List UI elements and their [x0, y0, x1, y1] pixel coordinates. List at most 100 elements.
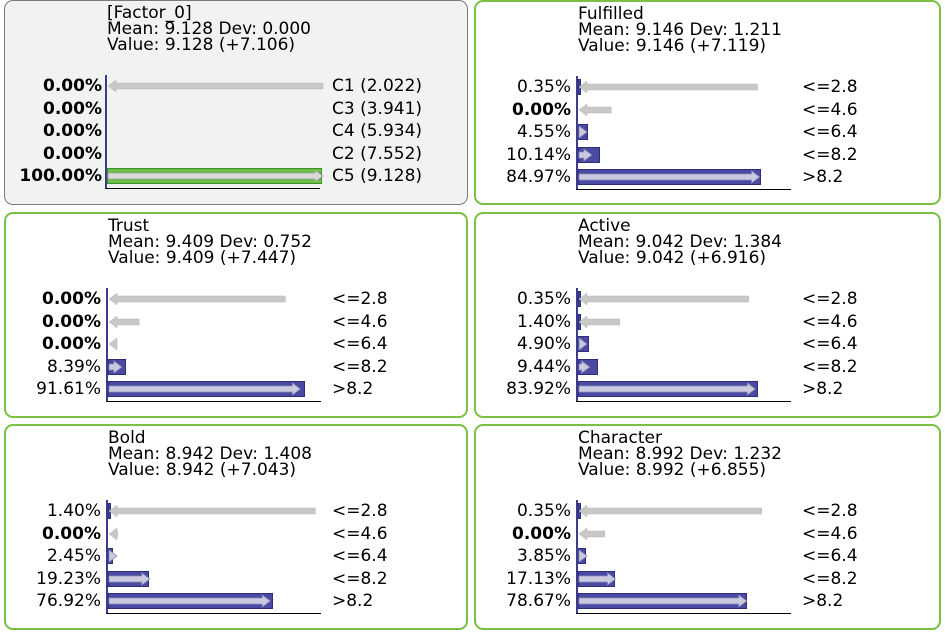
- state-label: <=2.8: [802, 501, 858, 521]
- arrow-shape: [108, 594, 271, 608]
- decrease-arrow-icon: [108, 315, 140, 328]
- state-probability: 0.00%: [42, 289, 101, 309]
- state-row[interactable]: 3.85% <=6.4: [476, 545, 939, 567]
- state-probability: 9.44%: [516, 356, 571, 377]
- state-probability: 17.13%: [506, 568, 571, 589]
- state-row[interactable]: 0.35% <=2.8: [476, 288, 939, 310]
- arrow-shape: [578, 125, 588, 139]
- increase-arrow-icon: [578, 571, 617, 586]
- arrow-shape: [578, 594, 748, 608]
- state-label: >8.2: [802, 591, 844, 611]
- state-label: <=6.4: [332, 334, 388, 354]
- state-label: <=6.4: [802, 122, 858, 142]
- node-fulfilled[interactable]: Fulfilled Mean: 9.146 Dev: 1.211 Value: 9.…: [474, 0, 941, 205]
- state-row[interactable]: 17.13% <=8.2: [476, 568, 939, 590]
- node-title-block: Character Mean: 8.992 Dev: 1.232 Value: 8.…: [578, 428, 782, 479]
- state-probability: 0.35%: [516, 77, 571, 97]
- state-probability: 2.45%: [46, 546, 101, 566]
- state-probability: 78.67%: [506, 591, 571, 611]
- state-row[interactable]: 9.44% <=8.2: [476, 356, 939, 378]
- arrow-shape: [578, 80, 758, 94]
- node-mean-dev: Mean: 9.146 Dev: 1.211: [578, 20, 782, 40]
- state-probability: 0.00%: [512, 523, 571, 544]
- state-row[interactable]: 78.67% >8.2: [476, 590, 939, 612]
- arrow-shape: [107, 79, 324, 93]
- arrow-shape: [578, 315, 621, 328]
- state-row[interactable]: 0.00% <=4.6: [6, 311, 466, 333]
- state-row[interactable]: 1.40% <=2.8: [6, 500, 466, 522]
- state-row[interactable]: 83.92% >8.2: [476, 378, 939, 400]
- decrease-arrow-icon: [108, 504, 316, 518]
- arrow-shape: [578, 549, 588, 563]
- state-probability: 0.00%: [43, 121, 102, 141]
- state-label: <=8.2: [332, 356, 388, 377]
- increase-arrow-icon: [108, 594, 271, 608]
- state-probability: 100.00%: [19, 166, 102, 186]
- decrease-arrow-icon: [108, 337, 118, 351]
- arrow-shape: [578, 571, 617, 586]
- increase-arrow-icon: [578, 594, 748, 608]
- state-label: <=2.8: [332, 289, 388, 309]
- state-probability: 4.55%: [516, 122, 571, 142]
- state-row[interactable]: 100.00% C5 (9.128): [5, 165, 467, 187]
- state-row[interactable]: 8.39% <=8.2: [6, 356, 466, 378]
- node-value: Value: 9.146 (+7.119): [578, 36, 767, 56]
- state-row[interactable]: 0.00% <=4.6: [476, 99, 939, 121]
- state-probability: 8.39%: [46, 356, 101, 377]
- node-active[interactable]: Active Mean: 9.042 Dev: 1.384 Value: 9.042…: [474, 212, 941, 418]
- distribution-axis: [105, 75, 107, 188]
- arrow-shape: [578, 359, 591, 374]
- state-row[interactable]: 4.90% <=6.4: [476, 333, 939, 355]
- state-row[interactable]: 0.00% <=4.6: [476, 523, 939, 545]
- node-trust[interactable]: Trust Mean: 9.409 Dev: 0.752 Value: 9.409 …: [4, 212, 468, 418]
- state-label: C1 (2.022): [332, 76, 423, 96]
- state-label: <=2.8: [802, 77, 858, 97]
- state-probability: 91.61%: [36, 379, 101, 399]
- state-row[interactable]: 0.00% <=4.6: [6, 523, 466, 545]
- node-name: Trust: [108, 216, 150, 236]
- state-row[interactable]: 0.00% C2 (7.552): [5, 143, 467, 165]
- node-name: Bold: [108, 428, 146, 448]
- node-factor-0[interactable]: [Factor_0] Mean: 9.128 Dev: 0.000 Value: 9…: [4, 0, 468, 205]
- state-label: C5 (9.128): [332, 166, 423, 186]
- state-row[interactable]: 0.00% C3 (3.941): [5, 98, 467, 120]
- node-character[interactable]: Character Mean: 8.992 Dev: 1.232 Value: 8.…: [474, 424, 941, 630]
- state-label: <=8.2: [802, 568, 858, 589]
- state-row[interactable]: 91.61% >8.2: [6, 378, 466, 400]
- state-row[interactable]: 0.00% C4 (5.934): [5, 120, 467, 142]
- state-row[interactable]: 76.92% >8.2: [6, 590, 466, 612]
- state-probability: 10.14%: [506, 144, 571, 165]
- state-row[interactable]: 0.35% <=2.8: [476, 500, 939, 522]
- increase-arrow-icon: [578, 125, 588, 139]
- increase-arrow-icon: [578, 382, 756, 396]
- state-probability: 0.00%: [43, 76, 102, 96]
- state-row[interactable]: 4.55% <=6.4: [476, 121, 939, 143]
- state-label: >8.2: [802, 167, 844, 187]
- state-probability: 19.23%: [36, 568, 101, 589]
- arrow-shape: [578, 103, 612, 116]
- state-row[interactable]: 2.45% <=6.4: [6, 545, 466, 567]
- decrease-arrow-icon: [108, 527, 118, 540]
- node-name: Active: [578, 216, 631, 236]
- node-value: Value: 8.942 (+7.043): [108, 460, 297, 480]
- state-row[interactable]: 1.40% <=4.6: [476, 311, 939, 333]
- state-label: >8.2: [332, 591, 374, 611]
- state-row[interactable]: 0.00% <=6.4: [6, 333, 466, 355]
- increase-arrow-icon: [578, 337, 588, 351]
- state-row[interactable]: 84.97% >8.2: [476, 166, 939, 188]
- increase-arrow-icon: [578, 170, 761, 184]
- node-bold[interactable]: Bold Mean: 8.942 Dev: 1.408 Value: 8.942 (…: [4, 424, 468, 630]
- state-row[interactable]: 0.35% <=2.8: [476, 76, 939, 98]
- state-row[interactable]: 19.23% <=8.2: [6, 568, 466, 590]
- decrease-arrow-icon: [578, 504, 762, 518]
- state-row[interactable]: 10.14% <=8.2: [476, 144, 939, 166]
- state-probability: 0.00%: [42, 523, 101, 544]
- state-probability: 4.90%: [516, 334, 571, 354]
- state-row[interactable]: 0.00% <=2.8: [6, 288, 466, 310]
- state-row[interactable]: 0.00% C1 (2.022): [5, 75, 467, 97]
- node-name: Character: [578, 428, 662, 448]
- state-probability: 3.85%: [516, 546, 571, 566]
- state-probability: 0.35%: [516, 289, 571, 309]
- state-label: <=8.2: [332, 568, 388, 589]
- state-label: <=6.4: [802, 334, 858, 354]
